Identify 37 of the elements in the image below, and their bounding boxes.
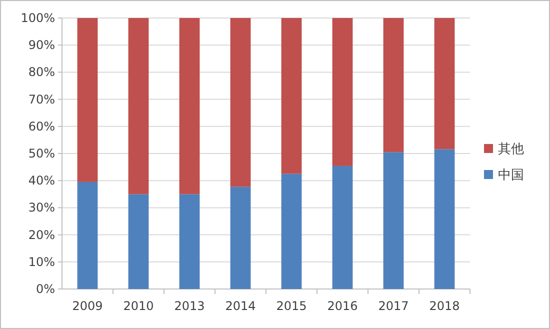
y-tick-label: 70% xyxy=(28,92,55,106)
legend-label: 中国 xyxy=(498,168,524,183)
bar xyxy=(230,18,251,187)
bar xyxy=(179,194,200,289)
x-tick-label: 2014 xyxy=(225,299,256,313)
legend-label: 其他 xyxy=(498,142,524,157)
y-tick-label: 80% xyxy=(28,65,55,80)
x-tick-label: 2015 xyxy=(276,299,307,313)
y-tick-label: 100% xyxy=(20,11,55,25)
bar xyxy=(332,166,353,289)
y-tick-label: 10% xyxy=(28,254,55,269)
y-tick-label: 0% xyxy=(36,282,55,296)
y-tick-label: 60% xyxy=(28,119,55,134)
bar xyxy=(383,18,404,152)
bar xyxy=(77,18,98,182)
bar xyxy=(434,18,455,150)
bar xyxy=(128,18,149,194)
bar xyxy=(128,194,149,289)
bar xyxy=(77,182,98,289)
bar xyxy=(281,174,302,289)
y-tick-label: 40% xyxy=(28,174,55,188)
bar xyxy=(281,18,302,174)
y-tick-label: 50% xyxy=(28,146,55,160)
y-tick-label: 20% xyxy=(28,228,55,242)
x-tick-label: 2018 xyxy=(429,299,460,313)
x-tick-label: 2017 xyxy=(378,299,409,313)
bar xyxy=(434,149,455,289)
y-tick-label: 90% xyxy=(28,38,55,52)
bar xyxy=(332,18,353,166)
x-tick-label: 2010 xyxy=(123,299,154,313)
bar xyxy=(179,18,200,194)
x-tick-label: 2016 xyxy=(327,299,358,313)
bar xyxy=(383,152,404,289)
y-tick-label: 30% xyxy=(28,200,55,215)
x-tick-label: 2009 xyxy=(72,299,103,313)
x-tick-label: 2013 xyxy=(174,299,205,313)
bar xyxy=(230,186,251,289)
